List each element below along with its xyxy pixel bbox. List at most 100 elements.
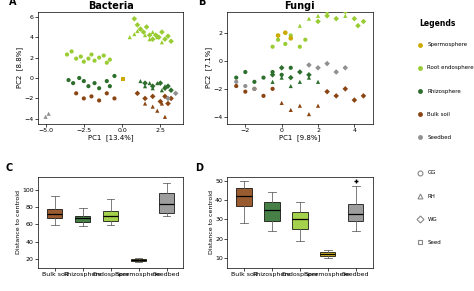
Point	[269, 70, 276, 74]
Point	[134, 23, 141, 27]
Point	[164, 96, 172, 101]
Text: B: B	[198, 0, 205, 7]
Point	[287, 36, 294, 41]
PathPatch shape	[47, 209, 63, 218]
Point	[314, 103, 322, 108]
Point	[282, 42, 289, 46]
Point	[260, 75, 267, 80]
Text: Seed: Seed	[428, 239, 441, 245]
Point	[149, 84, 156, 88]
Point	[305, 72, 313, 77]
Point	[158, 40, 166, 45]
Point	[130, 32, 138, 36]
Point	[305, 16, 313, 21]
Text: WG: WG	[428, 217, 437, 221]
Point	[287, 84, 294, 88]
Point	[158, 101, 166, 106]
Point	[164, 34, 172, 38]
Point	[91, 58, 98, 63]
Point	[242, 84, 249, 88]
Point	[287, 33, 294, 38]
Point	[85, 56, 92, 61]
Point	[287, 108, 294, 112]
Point	[88, 94, 95, 99]
Point	[167, 39, 175, 44]
Point	[141, 84, 149, 88]
Point	[80, 59, 88, 64]
Point	[274, 37, 282, 42]
Point	[323, 61, 331, 66]
X-axis label: PC1  [13.4%]: PC1 [13.4%]	[88, 134, 134, 141]
Point	[172, 91, 180, 96]
Point	[80, 79, 88, 84]
Point	[85, 84, 92, 88]
Point	[141, 33, 149, 38]
Point	[100, 53, 108, 58]
Point	[155, 35, 163, 40]
Point	[251, 79, 258, 84]
Point	[73, 91, 80, 96]
Point	[296, 70, 304, 74]
Point	[278, 75, 285, 80]
Point	[77, 54, 84, 59]
Point	[242, 89, 249, 94]
Point	[282, 30, 289, 35]
Point	[103, 60, 110, 65]
Point	[119, 77, 127, 81]
PathPatch shape	[103, 212, 118, 221]
Point	[260, 93, 267, 98]
Point	[269, 45, 276, 49]
Point	[296, 45, 304, 49]
Text: Seedbed: Seedbed	[428, 135, 452, 140]
Point	[278, 65, 285, 70]
PathPatch shape	[320, 252, 336, 256]
Point	[360, 93, 367, 98]
Point	[134, 91, 141, 96]
Point	[68, 49, 75, 54]
Point	[269, 79, 276, 84]
Point	[167, 96, 175, 101]
Point	[164, 84, 172, 88]
Point	[305, 112, 313, 116]
Point	[146, 37, 154, 42]
Point	[140, 30, 147, 34]
Point	[152, 33, 160, 38]
Text: Legends: Legends	[419, 19, 456, 28]
Text: Rhizosphere: Rhizosphere	[428, 88, 461, 93]
Point	[154, 81, 161, 86]
Point	[69, 81, 77, 86]
Point	[278, 101, 285, 105]
Point	[314, 19, 322, 24]
Point	[156, 99, 164, 104]
Point	[354, 23, 362, 28]
Point	[332, 93, 340, 98]
Text: RH: RH	[428, 194, 435, 198]
Point	[269, 72, 276, 77]
Point	[73, 56, 80, 61]
Point	[137, 27, 144, 31]
Point	[75, 76, 83, 80]
Text: Spermosphere: Spermosphere	[428, 42, 467, 47]
Y-axis label: Distance to centroid: Distance to centroid	[16, 190, 21, 254]
Point	[95, 98, 103, 103]
Point	[296, 103, 304, 108]
Point	[149, 104, 156, 109]
Y-axis label: Distance to centroid: Distance to centroid	[209, 190, 214, 254]
X-axis label: PC1  [9.8%]: PC1 [9.8%]	[279, 134, 320, 141]
Point	[103, 91, 110, 96]
Point	[110, 96, 118, 101]
Point	[232, 75, 240, 80]
Point	[341, 9, 349, 14]
Point	[314, 65, 322, 70]
Point	[146, 81, 154, 86]
Point	[141, 101, 149, 106]
Point	[65, 78, 73, 82]
Point	[95, 86, 103, 91]
Point	[332, 70, 340, 74]
Point	[91, 81, 98, 86]
Point	[103, 79, 110, 84]
Point	[251, 86, 258, 91]
Point	[110, 74, 118, 78]
Point	[42, 114, 49, 119]
Point	[126, 35, 134, 40]
